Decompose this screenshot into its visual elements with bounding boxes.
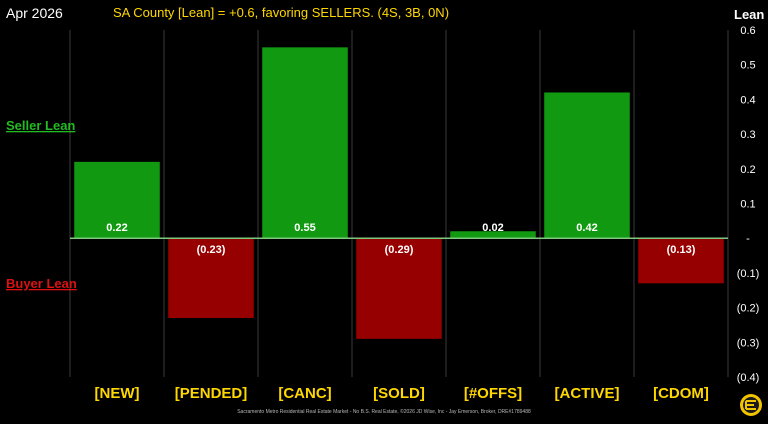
y-tick-label: (0.2)	[737, 303, 760, 315]
y-axis-title: Lean	[734, 7, 764, 22]
y-tick-label: 0.6	[740, 25, 755, 37]
x-tick-label: [#OFFS]	[464, 385, 522, 402]
logo-icon	[740, 394, 762, 416]
bar-offs	[450, 231, 536, 239]
x-tick-label: [SOLD]	[373, 385, 425, 402]
bar-active	[544, 92, 630, 239]
y-tick-label: -	[746, 233, 750, 245]
x-tick-label: [ACTIVE]	[555, 385, 620, 402]
bar-new	[74, 161, 160, 239]
bar-sold	[356, 238, 442, 339]
y-tick-label: 0.5	[740, 60, 755, 72]
y-tick-label: 0.2	[740, 164, 755, 176]
bar-cdom	[638, 238, 724, 284]
y-tick-label: 0.3	[740, 129, 755, 141]
data-label: (0.13)	[667, 244, 696, 256]
report-date: Apr 2026	[6, 5, 63, 21]
x-tick-label: [CANC]	[278, 385, 331, 402]
bar-canc	[262, 47, 348, 239]
data-label: 0.42	[576, 222, 597, 234]
y-tick-label: (0.4)	[737, 372, 760, 384]
data-label: 0.55	[294, 222, 315, 234]
seller-lean-label: Seller Lean	[6, 118, 75, 133]
footer-credit: Sacramento Metro Residential Real Estate…	[237, 408, 531, 415]
data-label: (0.23)	[197, 244, 226, 256]
chart-title: SA County [Lean] = +0.6, favoring SELLER…	[113, 5, 449, 20]
y-tick-label: (0.3)	[737, 337, 760, 349]
bar-pended	[168, 238, 254, 319]
y-tick-label: (0.1)	[737, 268, 760, 280]
data-label: 0.22	[106, 222, 127, 234]
y-tick-label: 0.4	[740, 94, 755, 106]
data-label: (0.29)	[385, 244, 414, 256]
x-tick-label: [NEW]	[95, 385, 140, 402]
data-label: 0.02	[482, 222, 503, 234]
y-tick-label: 0.1	[740, 199, 755, 211]
buyer-lean-label: Buyer Lean	[6, 276, 77, 291]
x-tick-label: [PENDED]	[175, 385, 248, 402]
x-tick-label: [CDOM]	[653, 385, 709, 402]
